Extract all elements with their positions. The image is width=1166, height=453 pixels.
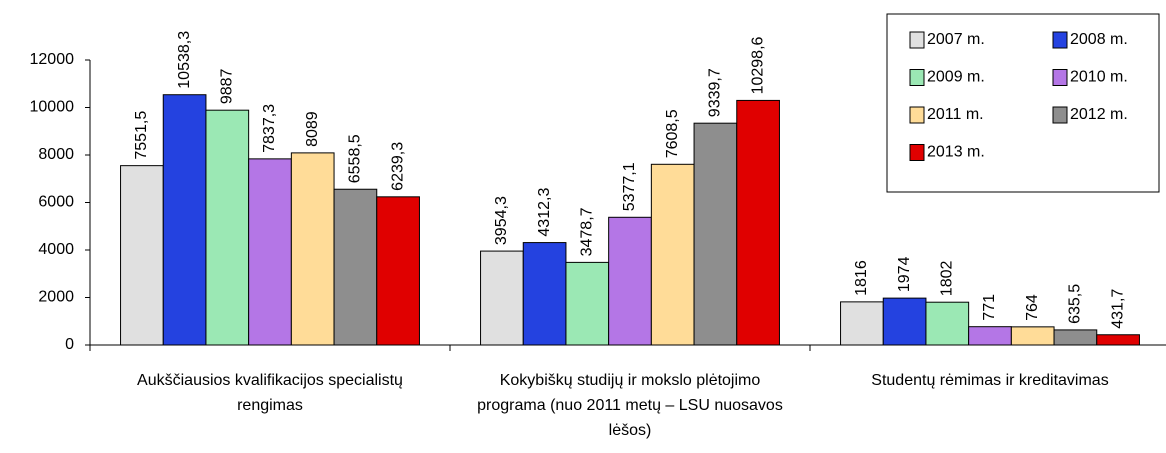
x-tick-label: Aukščiausios kvalifikacijos specialistų … [137,372,403,414]
bar [968,326,1012,346]
y-tick-label: 10000 [30,99,75,116]
legend-label: 2009 m. [927,69,985,86]
value-label: 8089 [304,111,321,147]
bar [1010,326,1055,346]
value-label: 431,7 [1109,289,1126,329]
value-label: 3478,7 [579,207,596,256]
legend-label: 2008 m. [1070,31,1128,48]
value-label: 9339,7 [707,68,724,117]
value-label: 764 [1024,294,1041,321]
value-label: 3954,3 [493,196,510,245]
y-tick-label: 6000 [38,194,74,211]
x-tick-label: Kokybiškų studijų ir mokslo plėtojimo pr… [477,372,783,439]
bar [120,165,164,346]
value-label: 771 [981,294,998,321]
legend-swatch [1052,106,1068,124]
bar [333,188,378,346]
value-label: 9887 [219,68,236,104]
bar [376,196,420,346]
value-label: 1802 [939,261,956,297]
bar [480,250,524,346]
bar [565,261,610,346]
legend-swatch [1052,31,1068,49]
bar [1053,329,1098,346]
legend-label: 2010 m. [1070,69,1128,86]
bar [925,301,970,346]
legend-swatch [1052,69,1068,86]
bar [205,109,250,346]
bar [522,242,567,346]
bar [290,152,335,346]
bar [162,94,207,346]
bar [248,158,292,346]
value-label: 4312,3 [536,188,553,237]
y-tick-label: 4000 [38,241,74,258]
value-label: 1974 [896,256,913,292]
value-label: 10298,6 [749,36,766,94]
value-label: 7608,5 [664,109,681,158]
value-label: 6558,5 [347,134,364,183]
y-tick-label: 2000 [38,289,74,306]
value-label: 6239,3 [389,142,406,191]
y-tick-label: 0 [65,336,74,353]
bar [650,163,695,346]
bar [608,216,652,346]
bar [882,297,927,346]
value-label: 10538,3 [176,31,193,89]
value-label: 1816 [853,260,870,296]
bar [840,301,884,346]
bar [693,122,738,346]
legend-swatch [909,31,925,49]
legend-label: 2013 m. [927,144,985,161]
bar [736,99,780,346]
y-tick-label: 12000 [30,51,75,68]
legend-swatch [909,106,925,124]
legend-label: 2011 m. [927,106,984,123]
value-label: 635,5 [1067,284,1084,324]
legend-swatch [909,69,925,86]
legend-swatch [909,144,925,161]
legend-box [886,13,1160,193]
bar [1096,334,1140,346]
x-tick-label: Studentų rėmimas ir kreditavimas [871,372,1109,389]
value-label: 7551,5 [133,111,150,160]
value-label: 5377,1 [621,162,638,211]
legend-label: 2007 m. [927,31,985,48]
legend-label: 2012 m. [1070,106,1128,123]
y-tick-label: 8000 [38,146,74,163]
value-label: 7837,3 [261,104,278,153]
